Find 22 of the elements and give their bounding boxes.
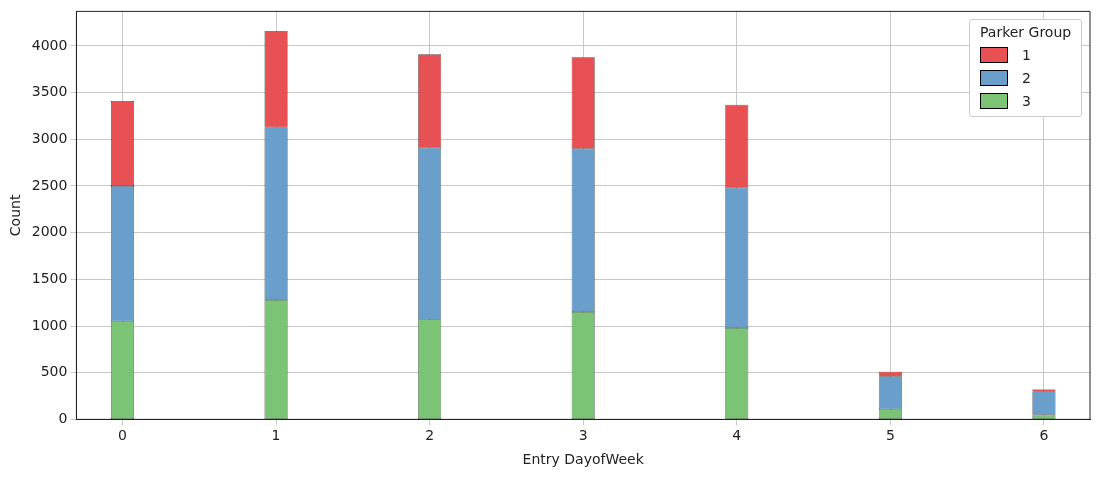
x-tick-label: 3 xyxy=(578,427,588,444)
x-tick-label: 2 xyxy=(425,427,435,444)
y-tick-label: 2500 xyxy=(31,176,68,193)
x-tick-label: 0 xyxy=(118,427,127,444)
x-tick-label: 4 xyxy=(732,427,742,444)
legend-title: Parker Group xyxy=(980,24,1072,41)
y-tick-label: 0 xyxy=(58,410,68,427)
x-tick-label: 5 xyxy=(885,427,895,444)
legend-label: 2 xyxy=(1022,69,1031,86)
x-axis-title: Entry DayofWeek xyxy=(522,451,645,468)
y-tick-label: 4000 xyxy=(31,36,68,53)
x-tick-label: 1 xyxy=(271,427,281,444)
y-tick-label: 1500 xyxy=(31,269,68,286)
y-tick-label: 3500 xyxy=(31,83,68,100)
y-tick-label: 500 xyxy=(40,363,68,380)
y-tick-label: 2000 xyxy=(31,223,68,240)
legend-label: 3 xyxy=(1022,92,1031,109)
x-tick-label: 6 xyxy=(1039,427,1049,444)
y-axis-title: Count xyxy=(7,194,24,237)
legend-label: 1 xyxy=(1022,46,1031,63)
y-tick-label: 3000 xyxy=(31,129,68,146)
y-tick-label: 1000 xyxy=(31,316,68,333)
